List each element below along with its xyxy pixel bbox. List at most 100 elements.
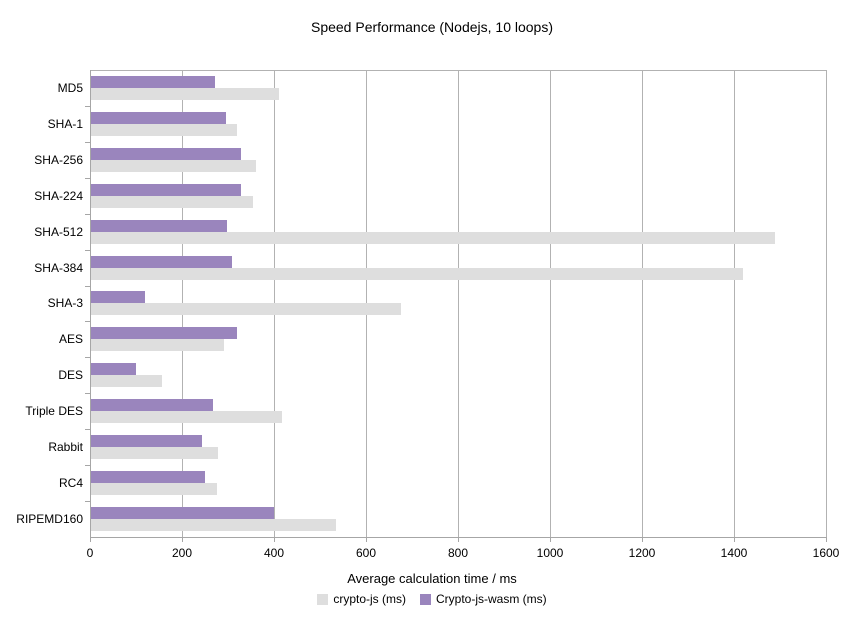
bar-row-sha-256: [91, 142, 826, 178]
x-axis-tick-1000: [550, 537, 551, 542]
bar-row-sha-3: [91, 286, 826, 322]
x-tick-label-1600: 1600: [812, 546, 840, 560]
gridline-x-1200: [642, 70, 643, 537]
bar-crypto-js-wasm-ms-md5: [91, 75, 216, 88]
gridline-x-1000: [550, 70, 551, 537]
y-axis-tick: [85, 357, 90, 359]
y-axis-label-md5: MD5: [57, 80, 83, 95]
bar-crypto-js-ms-sha-1: [91, 123, 238, 136]
gridline-x-800: [458, 70, 459, 537]
y-axis-label-sha-3: SHA-3: [47, 296, 83, 311]
bar-crypto-js-ms-rabbit: [91, 447, 219, 460]
legend-label: Crypto-js-wasm (ms): [436, 592, 547, 606]
bar-crypto-js-ms-triple-des: [91, 411, 282, 424]
bar-crypto-js-ms-ripemd160: [91, 519, 336, 532]
y-axis-label-des: DES: [58, 368, 83, 383]
y-axis-tick: [85, 465, 90, 467]
bar-crypto-js-wasm-ms-ripemd160: [91, 507, 274, 520]
bar-crypto-js-wasm-ms-sha-384: [91, 255, 233, 268]
x-tick-label-200: 200: [171, 546, 193, 560]
legend-swatch-icon: [420, 593, 431, 605]
plot-area: [90, 70, 827, 538]
legend-item-crypto-js-ms: crypto-js (ms): [317, 592, 406, 606]
x-tick-label-0: 0: [86, 546, 94, 560]
y-axis-label-sha-224: SHA-224: [34, 188, 83, 203]
bar-row-rabbit: [91, 429, 826, 465]
y-axis-tick: [85, 249, 90, 251]
x-tick-label-1400: 1400: [720, 546, 748, 560]
x-axis-tick-800: [458, 537, 459, 542]
x-axis-tick-400: [274, 537, 275, 542]
y-axis-tick: [85, 141, 90, 143]
bar-row-md5: [91, 70, 826, 106]
x-axis-title: Average calculation time / ms: [347, 571, 517, 586]
bar-crypto-js-wasm-ms-rabbit: [91, 435, 203, 448]
y-axis-tick: [85, 501, 90, 503]
gridline-x-1600: [826, 70, 827, 537]
bar-crypto-js-wasm-ms-aes: [91, 327, 237, 340]
x-tick-label-1200: 1200: [628, 546, 656, 560]
x-axis-tick-1200: [642, 537, 643, 542]
bar-crypto-js-ms-sha-3: [91, 303, 402, 316]
bar-row-sha-384: [91, 250, 826, 286]
y-axis-labels: MD5 SHA-1 SHA-256 SHA-224 SHA-512 SHA-384 SHA-…: [0, 70, 83, 537]
x-axis-tick-1600: [826, 537, 827, 542]
y-axis-label-rabbit: Rabbit: [48, 440, 83, 455]
bar-row-triple-des: [91, 393, 826, 429]
bar-crypto-js-wasm-ms-triple-des: [91, 399, 213, 412]
bar-row-ripemd160: [91, 501, 826, 537]
bar-crypto-js-wasm-ms-rc4: [91, 471, 205, 484]
y-axis-line: [90, 70, 91, 537]
bar-crypto-js-wasm-ms-sha-3: [91, 291, 145, 304]
bar-crypto-js-ms-sha-384: [91, 267, 743, 280]
y-axis-label-triple-des: Triple DES: [25, 404, 83, 419]
y-axis-tick: [85, 213, 90, 215]
y-axis-label-sha-256: SHA-256: [34, 152, 83, 167]
gridline-x-1400: [734, 70, 735, 537]
legend-label: crypto-js (ms): [333, 592, 406, 606]
y-axis-tick: [85, 285, 90, 287]
bar-row-sha-224: [91, 178, 826, 214]
bar-row-des: [91, 357, 826, 393]
bar-crypto-js-ms-aes: [91, 339, 225, 352]
chart-title: Speed Performance (Nodejs, 10 loops): [310, 19, 554, 35]
y-axis-tick: [85, 321, 90, 323]
legend: crypto-js (ms) Crypto-js-wasm (ms): [0, 592, 864, 606]
legend-swatch-icon: [317, 593, 329, 605]
bar-row-sha-512: [91, 214, 826, 250]
bar-row-sha-1: [91, 106, 826, 142]
y-axis-label-sha-384: SHA-384: [34, 260, 83, 275]
bar-crypto-js-ms-md5: [91, 87, 280, 100]
bar-crypto-js-ms-rc4: [91, 483, 218, 496]
y-axis-tick: [85, 429, 90, 431]
y-axis-label-sha-1: SHA-1: [47, 116, 83, 131]
x-tick-label-600: 600: [355, 546, 377, 560]
x-axis-tick-600: [366, 537, 367, 542]
bar-row-aes: [91, 321, 826, 357]
legend-item-crypto-js-wasm-ms: Crypto-js-wasm (ms): [420, 592, 547, 606]
y-axis-label-rc4: RC4: [58, 476, 83, 491]
bar-crypto-js-ms-sha-256: [91, 159, 257, 172]
x-tick-label-400: 400: [263, 546, 285, 560]
x-axis-tick-200: [182, 537, 183, 542]
bar-crypto-js-ms-sha-224: [91, 195, 253, 208]
y-axis-label-sha-512: SHA-512: [34, 224, 83, 239]
bar-crypto-js-ms-sha-512: [91, 231, 776, 244]
bar-row-rc4: [91, 465, 826, 501]
bar-crypto-js-wasm-ms-sha-224: [91, 183, 242, 196]
y-axis-tick: [85, 105, 90, 107]
bar-crypto-js-wasm-ms-des: [91, 363, 137, 376]
y-axis-tick: [85, 393, 90, 395]
x-axis-tick-0: [90, 537, 91, 542]
bar-crypto-js-wasm-ms-sha-1: [91, 111, 226, 124]
y-axis-tick: [85, 177, 90, 179]
bar-crypto-js-wasm-ms-sha-512: [91, 219, 228, 232]
bar-rows: [91, 70, 826, 537]
bar-crypto-js-wasm-ms-sha-256: [91, 147, 242, 160]
y-axis-label-ripemd160: RIPEMD160: [16, 512, 83, 527]
x-axis-tick-1400: [734, 537, 735, 542]
x-tick-label-800: 800: [447, 546, 469, 560]
bar-crypto-js-ms-des: [91, 375, 162, 388]
x-tick-label-1000: 1000: [536, 546, 564, 560]
